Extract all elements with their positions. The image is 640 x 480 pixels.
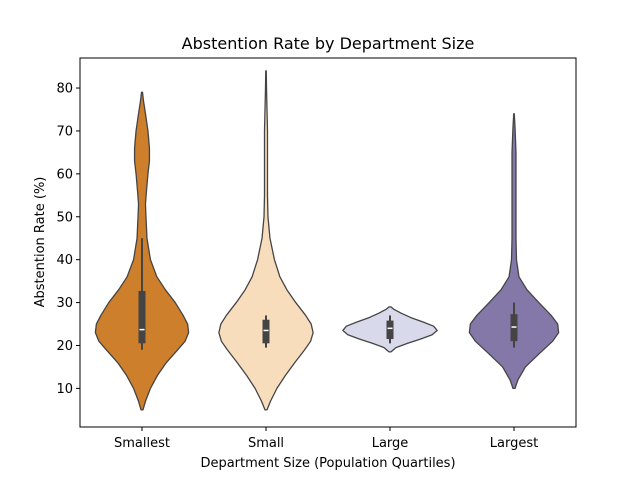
- y-tick-label: 20: [56, 339, 73, 354]
- x-tick-label: Smallest: [114, 436, 170, 451]
- y-tick-label: 50: [56, 210, 73, 225]
- plot-frame: [79, 57, 577, 428]
- y-tick-label: 60: [56, 167, 73, 182]
- y-axis: 10 20 30 40 50 60 70 80: [56, 82, 80, 397]
- y-tick-label: 40: [56, 253, 73, 268]
- chart-title: Abstention Rate by Department Size: [182, 34, 475, 53]
- violin-iqr-box: [386, 320, 394, 340]
- violin-iqr-box: [262, 319, 270, 344]
- y-axis-title: Abstention Rate (%): [33, 177, 48, 308]
- y-tick-label: 80: [56, 82, 73, 97]
- y-tick-label: 70: [56, 124, 73, 139]
- y-tick-label: 10: [56, 382, 73, 397]
- x-tick-label: Small: [248, 436, 284, 451]
- x-axis: Smallest Small Large Largest: [114, 427, 538, 451]
- x-axis-title: Department Size (Population Quartiles): [200, 456, 455, 471]
- y-tick-label: 30: [56, 296, 73, 311]
- violin-iqr-box: [138, 290, 146, 344]
- violin-body-small: [218, 70, 314, 411]
- x-tick-label: Large: [372, 436, 409, 451]
- violin-body-largest: [468, 113, 560, 390]
- violin-group: [94, 70, 560, 411]
- x-tick-label: Largest: [490, 436, 538, 451]
